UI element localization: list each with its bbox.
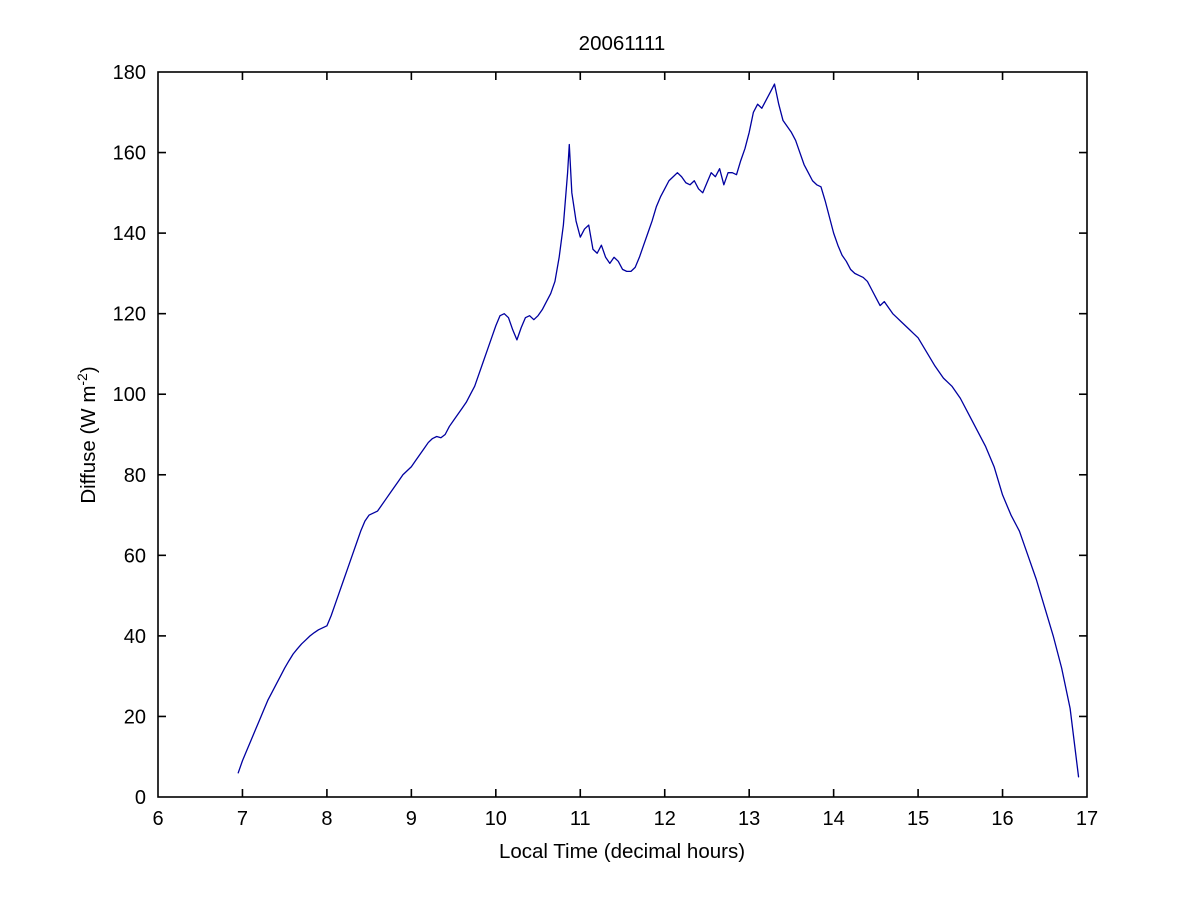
x-tick-label: 13 — [738, 808, 760, 830]
x-tick-label: 14 — [823, 808, 845, 830]
y-axis-ticks: 0 20 40 60 80 100 120 140 160 180 — [113, 62, 1087, 809]
data-line-0 — [237, 83, 1080, 778]
y-tick-label: 160 — [113, 143, 146, 165]
x-tick-label: 15 — [907, 808, 929, 830]
y-axis-title-superscript: -2 — [74, 373, 90, 386]
y-axis-title: Diffuse (W m-2) — [74, 366, 100, 503]
y-tick-label: 100 — [113, 384, 146, 406]
y-axis-title-tail: ) — [77, 366, 100, 373]
x-tick-label: 16 — [991, 808, 1013, 830]
y-axis-title-base: Diffuse (W m — [77, 386, 100, 504]
x-tick-label: 10 — [485, 808, 507, 830]
chart-title: 20061111 — [579, 32, 666, 55]
plot-box — [157, 71, 1088, 798]
x-tick-label: 11 — [570, 808, 591, 830]
x-tick-label: 7 — [237, 808, 248, 830]
y-tick-label: 20 — [124, 706, 146, 728]
x-tick-label: 8 — [321, 808, 332, 830]
y-tick-label: 120 — [113, 304, 146, 326]
x-axis-title: Local Time (decimal hours) — [499, 840, 745, 863]
y-tick-label: 80 — [124, 465, 146, 487]
data-series-group — [237, 83, 1080, 778]
svg-text:Diffuse (W m-2): Diffuse (W m-2) — [74, 366, 100, 503]
y-tick-label: 60 — [124, 545, 146, 567]
x-tick-label: 6 — [152, 808, 163, 830]
x-tick-label: 17 — [1076, 808, 1098, 830]
x-tick-label: 12 — [654, 808, 676, 830]
y-tick-label: 0 — [135, 787, 146, 809]
x-axis-ticks: 6 7 8 9 10 11 12 13 14 15 16 17 — [152, 72, 1098, 830]
y-tick-label: 40 — [124, 626, 146, 648]
x-tick-label: 9 — [406, 808, 417, 830]
y-tick-label: 180 — [113, 62, 146, 84]
y-tick-label: 140 — [113, 223, 146, 245]
